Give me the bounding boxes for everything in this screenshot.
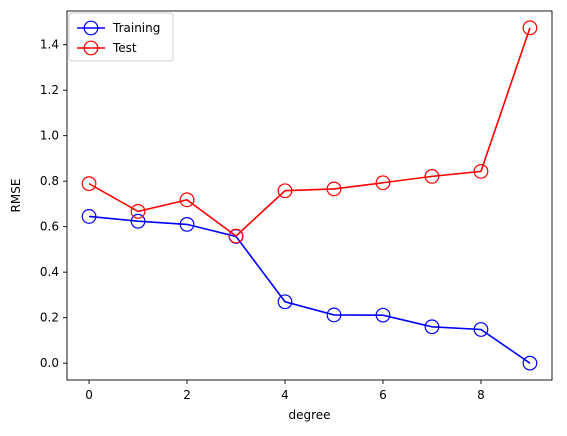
test-line xyxy=(88,27,531,238)
test-point-3 xyxy=(228,228,244,244)
test-point-0 xyxy=(81,176,97,192)
plot-area xyxy=(67,11,552,380)
y-tick-label-5: 1.0 xyxy=(40,129,59,143)
test-point-7 xyxy=(424,168,440,184)
axes-frame xyxy=(66,10,553,381)
legend-box xyxy=(68,12,174,62)
legend-label-test: Test xyxy=(112,41,137,55)
x-axis-label: degree xyxy=(288,408,330,422)
legend-marker-test xyxy=(83,40,99,56)
y-tick-label-7: 1.4 xyxy=(40,38,59,52)
x-tick-label-3: 6 xyxy=(379,388,387,402)
legend-label-training: Training xyxy=(112,21,160,35)
test-point-8 xyxy=(473,163,489,179)
test-point-4 xyxy=(277,183,293,199)
training-point-9 xyxy=(522,355,538,371)
y-axis-label: RMSE xyxy=(9,179,23,213)
test-point-5 xyxy=(326,181,342,197)
test-point-9 xyxy=(522,20,538,36)
y-tick-label-2: 0.4 xyxy=(40,265,59,279)
training-point-5 xyxy=(326,307,342,323)
y-tick-label-0: 0.0 xyxy=(40,356,59,370)
y-tick-label-1: 0.2 xyxy=(40,311,59,325)
legend-marker-training xyxy=(83,20,99,36)
y-tick-label-3: 0.6 xyxy=(40,220,59,234)
x-tick-label-2: 4 xyxy=(281,388,289,402)
y-tick-label-6: 1.2 xyxy=(40,83,59,97)
x-tick-label-4: 8 xyxy=(477,388,485,402)
test-point-1 xyxy=(130,204,146,219)
training-point-4 xyxy=(277,294,293,310)
training-point-0 xyxy=(81,209,97,224)
training-line xyxy=(88,215,531,364)
x-tick-label-1: 2 xyxy=(183,388,191,402)
test-point-2 xyxy=(179,192,195,208)
test-point-6 xyxy=(375,175,391,191)
training-point-1 xyxy=(130,213,146,229)
training-point-7 xyxy=(424,319,440,335)
plot-layer xyxy=(67,11,552,380)
legend-layer: Training Test xyxy=(68,12,174,62)
axes-layer: 0 2 4 6 8 0.0 0.2 0.4 0.6 0.8 1.0 1.2 1.4 xyxy=(40,10,553,402)
x-tick-label-0: 0 xyxy=(85,388,93,402)
y-tick-label-4: 0.8 xyxy=(40,174,59,188)
training-point-8 xyxy=(473,322,489,337)
training-point-2 xyxy=(179,216,195,232)
training-point-6 xyxy=(375,307,391,323)
